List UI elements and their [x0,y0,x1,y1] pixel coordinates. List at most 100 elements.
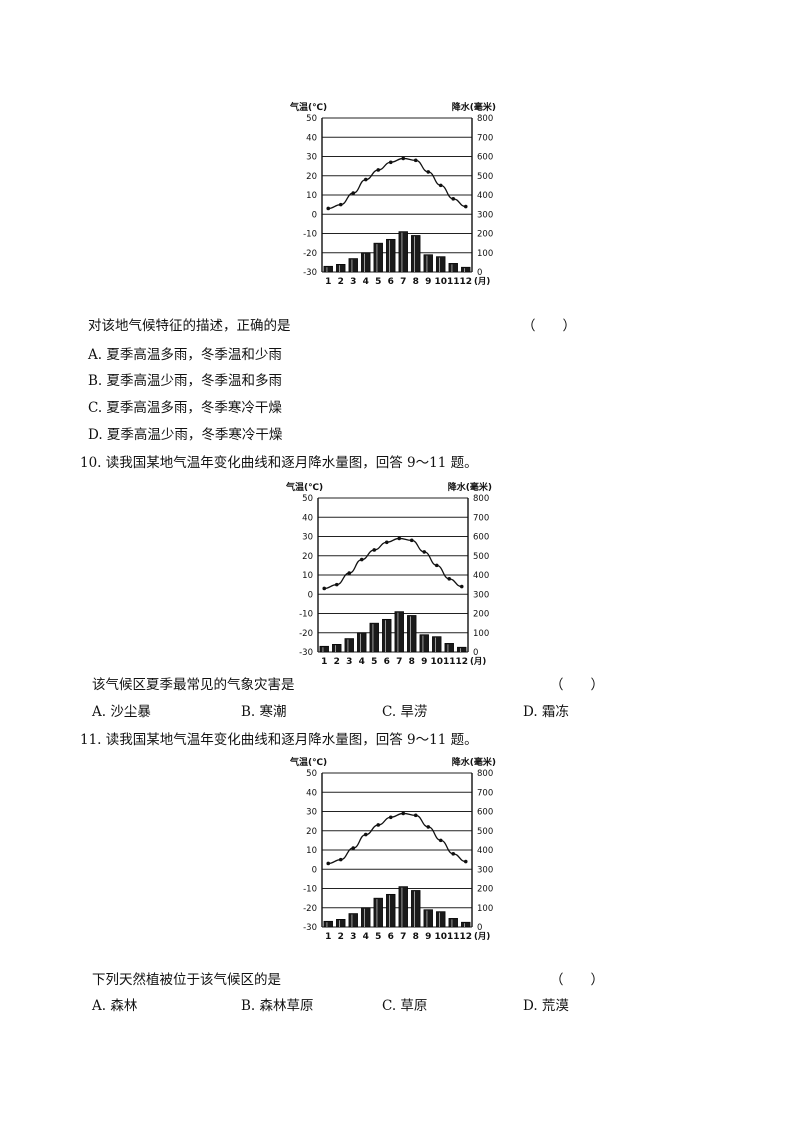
left-tick-label: 10 [306,846,317,856]
month-label: 9 [421,657,427,667]
temperature-point [413,158,418,163]
precip-bar [357,632,367,653]
precip-bar [323,265,333,273]
precip-bar [382,618,392,653]
right-tick-label: 0 [477,923,482,933]
left-tick-label: 20 [306,827,317,837]
month-label: 3 [346,657,352,667]
precip-bar [436,256,446,273]
climate-chart-3: 气温(℃) 降水(毫米) 50 40 30 20 10 0 -10 -20 -30 800 700 600… [288,753,498,953]
month-label: 11 [447,277,460,287]
q9-option-b: B. 夏季高温少雨，冬季温和多雨 [88,373,283,389]
q11-option-c: C. 草原 [382,998,428,1014]
left-axis-title: 气温(℃) [289,101,327,113]
left-tick-label: -10 [303,885,317,895]
month-label: 3 [350,277,356,287]
left-tick-label: 50 [306,114,317,124]
left-tick-label: 50 [302,494,313,504]
right-tick-label: 0 [477,268,482,278]
left-tick-label: 30 [306,808,317,818]
month-label: 12 [455,657,468,667]
month-label: 5 [371,657,377,667]
temperature-line [328,157,466,210]
q11-options: A. 森林 B. 森林草原 C. 草原 D. 荒漠 [92,997,612,1015]
temperature-point [426,825,431,829]
temperature-point [451,197,456,201]
temperature-line [328,812,466,865]
month-unit-label: (月) [474,277,490,287]
precip-bar [361,907,371,928]
temperature-point [347,571,352,575]
q9-stem: 对该地气候特征的描述，正确的是 [88,318,291,334]
precip-bar [336,264,346,273]
month-label: 9 [425,932,431,942]
temperature-point [326,861,331,866]
month-label: 7 [400,932,406,942]
q10-option-a: A. 沙尘暴 [92,704,151,720]
climate-chart-1: 气温(℃) 降水(毫米) 50 40 30 20 10 0 -10 -20 -30 800 700 600… [288,98,498,298]
month-label: 4 [363,277,369,287]
temperature-point [338,857,343,862]
right-tick-label: 800 [477,769,493,779]
precip-bar [348,913,358,928]
left-tick-label: 50 [306,769,317,779]
precip-bar [423,909,433,928]
left-tick-label: 40 [306,788,317,798]
left-tick-label: 30 [306,153,317,163]
month-label: 3 [350,932,356,942]
left-tick-label: -30 [299,648,313,658]
right-tick-label: 700 [473,513,489,523]
precip-bar [373,897,383,928]
right-tick-label: 400 [477,191,493,201]
precip-bar [348,258,358,273]
left-tick-label: 0 [312,865,317,875]
temperature-point [463,204,468,209]
precip-bar [386,893,396,928]
temperature-point [422,550,427,554]
temperature-point [351,191,356,195]
left-tick-label: -20 [303,249,317,259]
right-tick-label: 200 [477,885,493,895]
temperature-line [324,537,462,590]
right-tick-label: 500 [473,552,489,562]
precip-bar [398,231,408,273]
precip-bar [411,890,421,928]
precip-bar [394,611,404,653]
precip-bar [336,919,346,928]
precip-bar [323,920,333,928]
q11-option-b: B. 森林草原 [241,998,314,1014]
month-label: 11 [447,932,460,942]
temperature-point [463,859,468,864]
temperature-point [401,156,406,161]
temperature-point [363,177,368,182]
left-tick-label: 20 [302,552,313,562]
month-label: 1 [325,277,331,287]
left-tick-label: 0 [312,210,317,220]
q10-option-d: D. 霜冻 [523,704,569,720]
month-label: 4 [363,932,369,942]
temperature-point [401,811,406,816]
precip-bar [457,646,467,653]
right-tick-label: 300 [473,590,489,600]
climate-chart-2: 气温(℃) 降水(毫米) 50 40 30 20 10 0 -10 -20 -30 800 700 600… [284,478,494,678]
month-label: 7 [400,277,406,287]
right-tick-label: 400 [477,846,493,856]
left-tick-label: 30 [302,533,313,543]
month-label: 6 [388,932,394,942]
temperature-point [334,582,339,587]
q10-answer-paren: （ ） [550,677,604,693]
month-label: 4 [359,657,365,667]
right-tick-label: 600 [477,153,493,163]
right-tick-label: 100 [473,629,489,639]
temperature-point [426,170,431,174]
right-tick-label: 700 [477,788,493,798]
temperature-point [388,815,393,820]
q10-intro: 10. 读我国某地气温年变化曲线和逐月降水量图，回答 9～11 题。 [80,455,478,471]
q11-stem: 下列天然植被位于该气候区的是 [92,972,281,988]
month-label: 10 [434,932,447,942]
q11-option-d: D. 荒漠 [523,998,569,1014]
left-tick-label: 10 [306,191,317,201]
left-axis-title: 气温(℃) [285,481,323,493]
right-tick-label: 500 [477,172,493,182]
q9-option-a: A. 夏季高温多雨，冬季温和少雨 [88,347,282,363]
